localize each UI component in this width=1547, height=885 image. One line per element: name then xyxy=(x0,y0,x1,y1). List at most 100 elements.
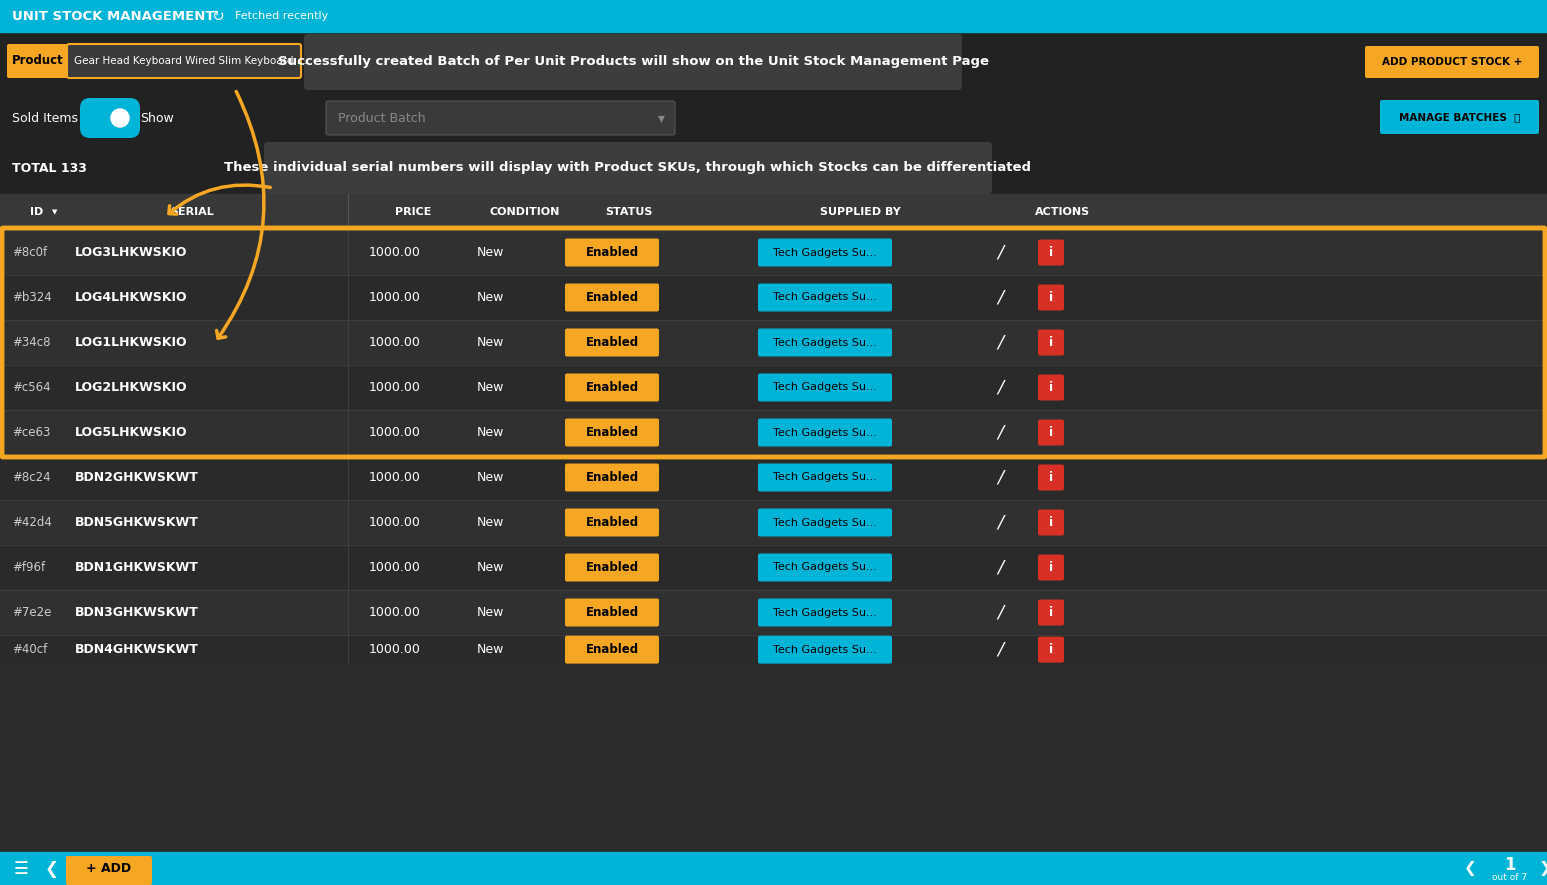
Text: /: / xyxy=(996,558,1002,576)
Text: ☰: ☰ xyxy=(14,859,29,878)
Text: Enabled: Enabled xyxy=(585,336,639,349)
Text: i: i xyxy=(1049,471,1054,484)
Text: Enabled: Enabled xyxy=(585,246,639,259)
Text: + ADD: + ADD xyxy=(87,862,131,875)
Text: LOG2LHKWSKIO: LOG2LHKWSKIO xyxy=(74,381,187,394)
Text: #8c0f: #8c0f xyxy=(12,246,46,259)
Text: Enabled: Enabled xyxy=(585,643,639,656)
FancyBboxPatch shape xyxy=(1038,374,1064,401)
Text: #f96f: #f96f xyxy=(12,561,45,574)
Text: Enabled: Enabled xyxy=(585,561,639,574)
FancyBboxPatch shape xyxy=(565,598,659,627)
Text: /: / xyxy=(996,289,1002,306)
Text: i: i xyxy=(1049,643,1054,656)
Text: 1: 1 xyxy=(1504,856,1516,873)
Text: 1000.00: 1000.00 xyxy=(370,643,421,656)
Text: New: New xyxy=(476,516,504,529)
Text: /: / xyxy=(996,243,1002,261)
FancyBboxPatch shape xyxy=(8,44,70,78)
FancyBboxPatch shape xyxy=(265,142,992,194)
Text: Tech Gadgets Su...: Tech Gadgets Su... xyxy=(774,563,877,573)
FancyBboxPatch shape xyxy=(758,598,893,627)
Bar xyxy=(0,852,1547,885)
FancyBboxPatch shape xyxy=(1038,599,1064,626)
Text: Tech Gadgets Su...: Tech Gadgets Su... xyxy=(774,518,877,527)
Text: Enabled: Enabled xyxy=(585,606,639,619)
Text: SUPPLIED BY: SUPPLIED BY xyxy=(820,207,900,217)
Text: 1000.00: 1000.00 xyxy=(370,246,421,259)
FancyBboxPatch shape xyxy=(758,509,893,536)
Text: Enabled: Enabled xyxy=(585,471,639,484)
FancyBboxPatch shape xyxy=(305,34,962,90)
Text: ADD PRODUCT STOCK +: ADD PRODUCT STOCK + xyxy=(1381,57,1522,67)
Text: #8c24: #8c24 xyxy=(12,471,51,484)
Bar xyxy=(0,590,1547,635)
Text: /: / xyxy=(996,641,1002,658)
Bar xyxy=(0,545,1547,590)
Text: New: New xyxy=(476,471,504,484)
Text: BDN5GHKWSKWT: BDN5GHKWSKWT xyxy=(74,516,200,529)
FancyBboxPatch shape xyxy=(565,553,659,581)
Text: New: New xyxy=(476,336,504,349)
Text: ↻: ↻ xyxy=(212,9,224,24)
Text: i: i xyxy=(1049,381,1054,394)
FancyBboxPatch shape xyxy=(758,553,893,581)
Bar xyxy=(0,635,1547,665)
FancyBboxPatch shape xyxy=(758,419,893,447)
Text: Tech Gadgets Su...: Tech Gadgets Su... xyxy=(774,607,877,618)
Text: CONDITION: CONDITION xyxy=(490,207,560,217)
Text: /: / xyxy=(996,604,1002,621)
Text: UNIT STOCK MANAGEMENT: UNIT STOCK MANAGEMENT xyxy=(12,10,215,22)
Bar xyxy=(0,410,1547,455)
Text: i: i xyxy=(1049,561,1054,574)
Text: TOTAL 133: TOTAL 133 xyxy=(12,161,87,174)
Text: BDN2GHKWSKWT: BDN2GHKWSKWT xyxy=(74,471,200,484)
FancyBboxPatch shape xyxy=(1364,46,1539,78)
Text: 1000.00: 1000.00 xyxy=(370,516,421,529)
FancyBboxPatch shape xyxy=(1038,419,1064,445)
Text: LOG5LHKWSKIO: LOG5LHKWSKIO xyxy=(74,426,187,439)
Text: /: / xyxy=(996,424,1002,442)
Text: Tech Gadgets Su...: Tech Gadgets Su... xyxy=(774,644,877,655)
Text: #b324: #b324 xyxy=(12,291,51,304)
FancyBboxPatch shape xyxy=(565,283,659,312)
FancyBboxPatch shape xyxy=(758,635,893,664)
FancyBboxPatch shape xyxy=(1380,100,1539,134)
Bar xyxy=(0,455,1547,500)
Text: Successfully created Batch of Per Unit Products will show on the Unit Stock Mana: Successfully created Batch of Per Unit P… xyxy=(277,56,989,68)
Text: out of 7: out of 7 xyxy=(1493,873,1527,882)
FancyBboxPatch shape xyxy=(326,101,674,135)
Text: Tech Gadgets Su...: Tech Gadgets Su... xyxy=(774,473,877,482)
Text: New: New xyxy=(476,291,504,304)
Text: Gear Head Keyboard Wired Slim Keyboard ...: Gear Head Keyboard Wired Slim Keyboard .… xyxy=(74,56,306,66)
Text: Tech Gadgets Su...: Tech Gadgets Su... xyxy=(774,427,877,437)
Text: 1000.00: 1000.00 xyxy=(370,291,421,304)
Bar xyxy=(0,0,1547,32)
Text: i: i xyxy=(1049,246,1054,259)
Text: 1000.00: 1000.00 xyxy=(370,471,421,484)
Text: ❮: ❮ xyxy=(45,859,59,878)
Text: /: / xyxy=(996,468,1002,487)
FancyBboxPatch shape xyxy=(1038,284,1064,311)
Text: #ce63: #ce63 xyxy=(12,426,51,439)
FancyBboxPatch shape xyxy=(1038,465,1064,490)
FancyBboxPatch shape xyxy=(1038,636,1064,663)
Bar xyxy=(0,32,1547,94)
FancyBboxPatch shape xyxy=(565,635,659,664)
Text: Product: Product xyxy=(12,55,63,67)
Text: BDN1GHKWSKWT: BDN1GHKWSKWT xyxy=(74,561,200,574)
Text: Enabled: Enabled xyxy=(585,291,639,304)
Text: #c564: #c564 xyxy=(12,381,51,394)
Text: New: New xyxy=(476,643,504,656)
FancyBboxPatch shape xyxy=(758,283,893,312)
FancyBboxPatch shape xyxy=(758,373,893,402)
Text: 1000.00: 1000.00 xyxy=(370,606,421,619)
Text: SERIAL: SERIAL xyxy=(170,207,213,217)
Text: /: / xyxy=(996,379,1002,396)
Text: Show: Show xyxy=(139,112,173,125)
Text: BDN3GHKWSKWT: BDN3GHKWSKWT xyxy=(74,606,198,619)
FancyBboxPatch shape xyxy=(1038,510,1064,535)
Bar xyxy=(0,194,1547,230)
Text: Product Batch: Product Batch xyxy=(337,112,425,125)
Text: ▾: ▾ xyxy=(657,111,665,125)
